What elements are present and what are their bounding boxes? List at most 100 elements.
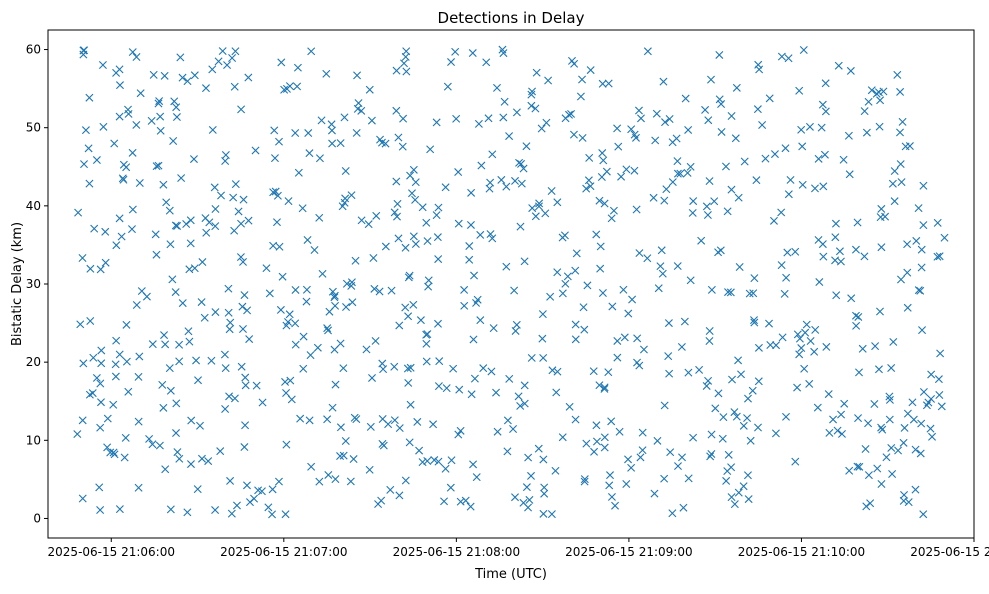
scatter-point (825, 428, 834, 437)
scatter-point (673, 262, 682, 271)
scatter-point (525, 495, 534, 504)
scatter-point (758, 121, 767, 129)
scatter-point (552, 388, 561, 397)
x-tick-label: 2025-06-15 21:07:00 (220, 545, 347, 559)
scatter-point (112, 241, 121, 250)
scatter-point (745, 289, 754, 298)
scatter-point (189, 155, 198, 164)
scatter-point (488, 150, 497, 159)
scatter-point (684, 125, 693, 134)
scatter-point (874, 88, 883, 97)
scatter-point (634, 106, 643, 115)
scatter-point (110, 139, 119, 148)
scatter-point (211, 222, 220, 231)
scatter-point (134, 372, 143, 381)
scatter-point (534, 202, 543, 211)
scatter-point (183, 77, 192, 86)
scatter-point (592, 421, 601, 430)
scatter-point (310, 245, 319, 254)
scatter-point (617, 172, 626, 181)
scatter-point (172, 429, 181, 438)
scatter-point (903, 303, 912, 312)
scatter-point (817, 123, 826, 132)
scatter-point (115, 112, 124, 121)
scatter-point (384, 420, 393, 429)
scatter-point (161, 340, 170, 349)
scatter-point (558, 289, 567, 298)
scatter-point (721, 162, 730, 171)
scatter-point (911, 485, 920, 494)
scatter-point (411, 178, 420, 187)
scatter-point (903, 240, 912, 249)
scatter-point (711, 404, 720, 413)
scatter-point (524, 503, 533, 512)
scatter-point (342, 303, 351, 311)
scatter-point (600, 433, 609, 442)
scatter-point (598, 289, 607, 298)
scatter-point (539, 455, 548, 464)
scatter-point (887, 364, 896, 372)
scatter-point (777, 52, 786, 61)
scatter-point (876, 96, 885, 105)
scatter-point (502, 262, 511, 271)
scatter-point (538, 334, 547, 343)
scatter-point (890, 167, 899, 176)
scatter-point (406, 171, 415, 180)
scatter-point (658, 269, 667, 278)
scatter-point (780, 289, 789, 298)
scatter-point (877, 480, 886, 488)
scatter-point (210, 183, 219, 192)
scatter-point (531, 212, 540, 221)
scatter-point (689, 433, 698, 442)
scatter-point (442, 384, 451, 393)
scatter-point (281, 510, 290, 519)
scatter-point (318, 269, 327, 278)
scatter-point (305, 416, 314, 425)
scatter-point (572, 249, 581, 258)
scatter-point (664, 352, 673, 361)
scatter-point (85, 390, 94, 399)
scatter-point (864, 97, 873, 106)
scatter-point (784, 190, 793, 199)
scatter-point (401, 303, 410, 312)
scatter-point (250, 494, 259, 503)
scatter-point (724, 288, 733, 297)
scatter-point (365, 465, 374, 474)
scatter-point (540, 489, 549, 498)
scatter-point (493, 427, 502, 436)
scatter-point (782, 412, 790, 421)
scatter-point (173, 221, 182, 230)
scatter-point (142, 292, 151, 301)
scatter-point (633, 358, 642, 367)
scatter-point (896, 87, 905, 96)
scatter-point (750, 274, 759, 283)
scatter-point (368, 373, 377, 382)
scatter-point (527, 90, 536, 99)
y-tick-label: 30 (26, 277, 41, 291)
scatter-point (336, 339, 345, 348)
chart-title: Detections in Delay (438, 9, 585, 27)
scatter-point (688, 208, 697, 217)
scatter-point (553, 367, 562, 376)
scatter-point (204, 457, 213, 466)
scatter-point (680, 317, 689, 326)
scatter-point (291, 319, 300, 328)
scatter-point (600, 199, 609, 208)
scatter-point (357, 216, 366, 225)
scatter-point (889, 337, 898, 346)
scatter-point (723, 467, 732, 476)
scatter-point (919, 181, 928, 190)
scatter-point (357, 106, 366, 115)
scatter-point (184, 327, 193, 336)
scatter-point (935, 252, 944, 261)
scatter-point (372, 211, 381, 220)
scatter-point (732, 83, 741, 92)
scatter-point (487, 367, 496, 376)
scatter-point (822, 342, 831, 351)
scatter-point (434, 203, 443, 212)
scatter-point (202, 228, 211, 237)
scatter-point (854, 312, 863, 321)
scatter-point (205, 218, 214, 227)
scatter-point (239, 257, 248, 266)
scatter-point (252, 381, 261, 390)
